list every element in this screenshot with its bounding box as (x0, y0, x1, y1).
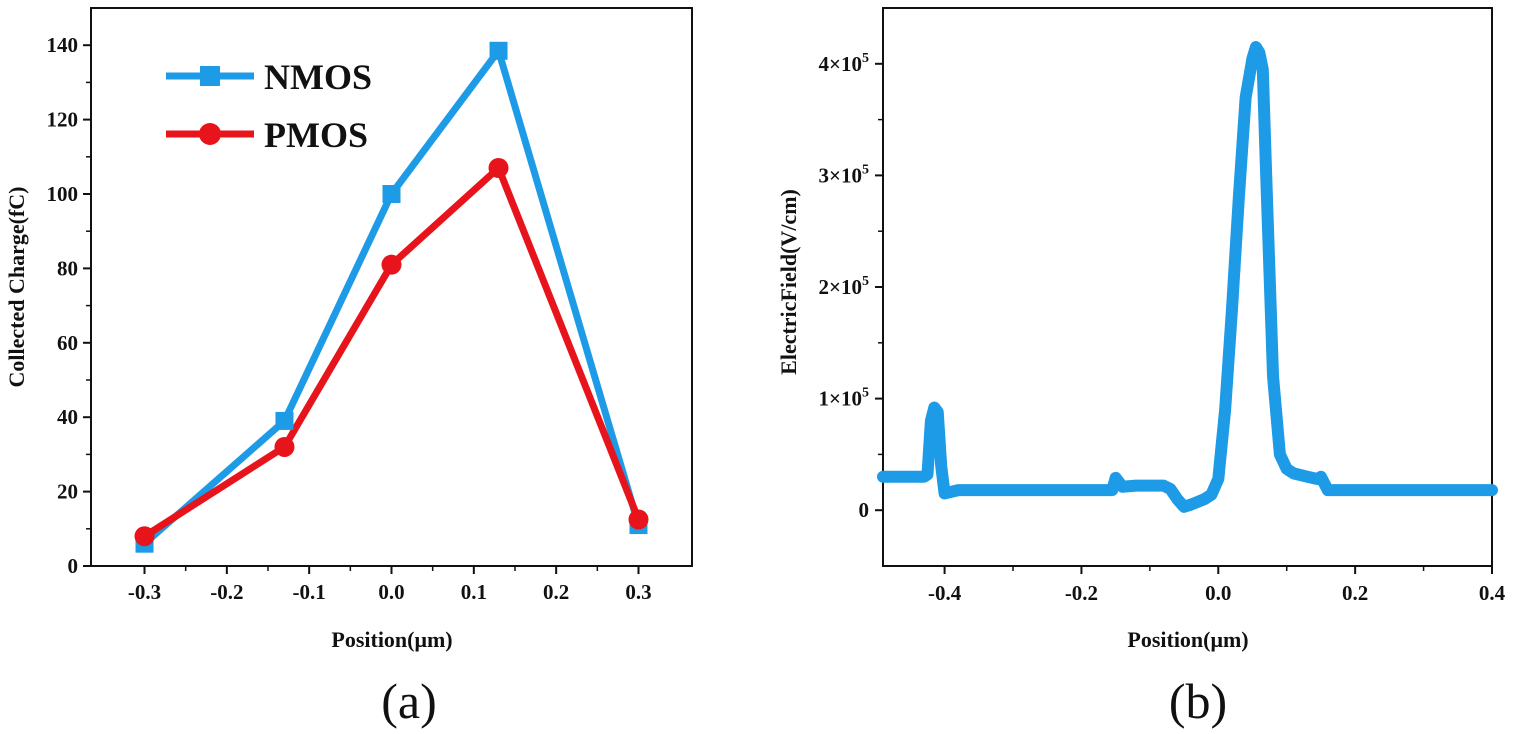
plot-frame-b (882, 7, 1493, 567)
x-tick-label-b: 0.0 (1205, 581, 1231, 605)
y-tick-label-a: 20 (57, 480, 78, 504)
data-point-nmos (275, 411, 294, 430)
x-tick-label-a: -0.1 (293, 580, 326, 604)
data-point-pmos (628, 509, 649, 530)
y-tick-label-b: 2×105 (819, 274, 869, 299)
y-tick-label-b: 0 (859, 498, 870, 522)
y-tick-label-a: 80 (57, 256, 78, 280)
y-tick-label-b: 4×105 (819, 51, 869, 76)
y-tick-label-a: 60 (57, 331, 78, 355)
y-tick-label-a: 40 (57, 405, 78, 429)
data-point-pmos (274, 436, 295, 457)
legend-marker-pmos (199, 123, 221, 145)
x-tick-label-a: -0.3 (128, 580, 161, 604)
data-point-pmos (488, 157, 509, 178)
y-tick-label-a: 0 (68, 554, 79, 578)
y-tick-label-a: 100 (47, 182, 79, 206)
x-tick-label-a: 0.0 (378, 580, 404, 604)
chart-panel-b: -0.4 -0.2 0.0 0.2 0.4 0 1×105 2×105 3×105 4×105 P… (776, 7, 1506, 729)
x-tick-label-b: -0.2 (1065, 581, 1098, 605)
panel-label-b: (b) (1169, 673, 1227, 729)
y-tick-exponent-b: 5 (862, 162, 869, 177)
x-tick-label-b: 0.2 (1342, 581, 1368, 605)
legend-a: NMOS PMOS (166, 57, 372, 155)
y-tick-exponent-b: 5 (862, 386, 869, 401)
y-axis-label-a: Collected Charge(fC) (4, 187, 29, 388)
y-tick-label-a: 140 (47, 33, 79, 57)
series-line-electric-field (877, 41, 1498, 513)
x-tick-label-b: 0.4 (1479, 581, 1506, 605)
data-point-pmos (381, 254, 402, 275)
x-tick-label-a: -0.2 (210, 580, 243, 604)
y-axis-label-b: ElectricField(V/cm) (776, 189, 801, 375)
chart-panel-a: -0.3 -0.2 -0.1 0.0 0.1 0.2 0.3 0 20 40 60 80 100 120 1… (4, 7, 693, 729)
data-point-nmos (382, 185, 401, 203)
legend-label-nmos: NMOS (264, 57, 372, 97)
series-layer-b (877, 41, 1498, 513)
x-tick-label-a: 0.3 (625, 580, 651, 604)
y-tick-exponent-b: 5 (862, 274, 869, 289)
data-point-pmos (134, 526, 155, 547)
axis-ticks-b: -0.4 -0.2 0.0 0.2 0.4 0 1×105 2×105 3×105 4×105 (819, 51, 1506, 605)
series-layer-a (134, 41, 649, 553)
series-line-nmos (142, 47, 642, 547)
x-axis-label-a: Position(μm) (331, 627, 452, 652)
x-tick-label-a: 0.1 (461, 580, 487, 604)
x-tick-label-a: 0.2 (543, 580, 569, 604)
axis-ticks-a: -0.3 -0.2 -0.1 0.0 0.1 0.2 0.3 0 20 40 60 80 100 120 1… (47, 33, 652, 604)
y-tick-label-a: 120 (47, 108, 79, 132)
x-axis-label-b: Position(μm) (1127, 627, 1248, 652)
legend-marker-nmos (200, 66, 220, 86)
panel-label-a: (a) (381, 673, 437, 729)
y-tick-label-b: 1×105 (819, 386, 869, 411)
y-tick-label-b: 3×105 (819, 162, 869, 187)
y-tick-exponent-b: 5 (862, 51, 869, 66)
plot-frame-a (90, 7, 693, 567)
x-tick-label-b: -0.4 (928, 581, 962, 605)
legend-label-pmos: PMOS (264, 115, 368, 155)
data-point-nmos (489, 41, 508, 60)
